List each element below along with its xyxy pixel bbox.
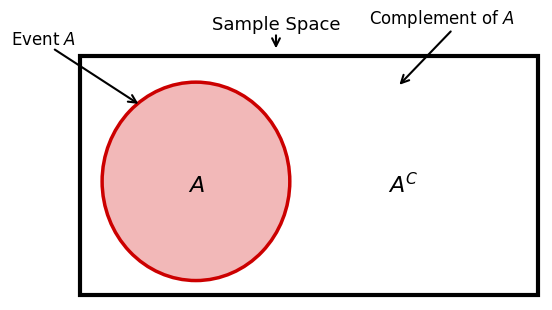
Ellipse shape xyxy=(102,82,290,281)
Bar xyxy=(80,56,538,294)
Text: Complement of $A$: Complement of $A$ xyxy=(369,8,514,29)
Text: $A$: $A$ xyxy=(188,175,204,197)
Text: Sample Space: Sample Space xyxy=(212,16,340,34)
Text: $A^C$: $A^C$ xyxy=(388,173,418,199)
Text: Event $A$: Event $A$ xyxy=(11,31,76,49)
